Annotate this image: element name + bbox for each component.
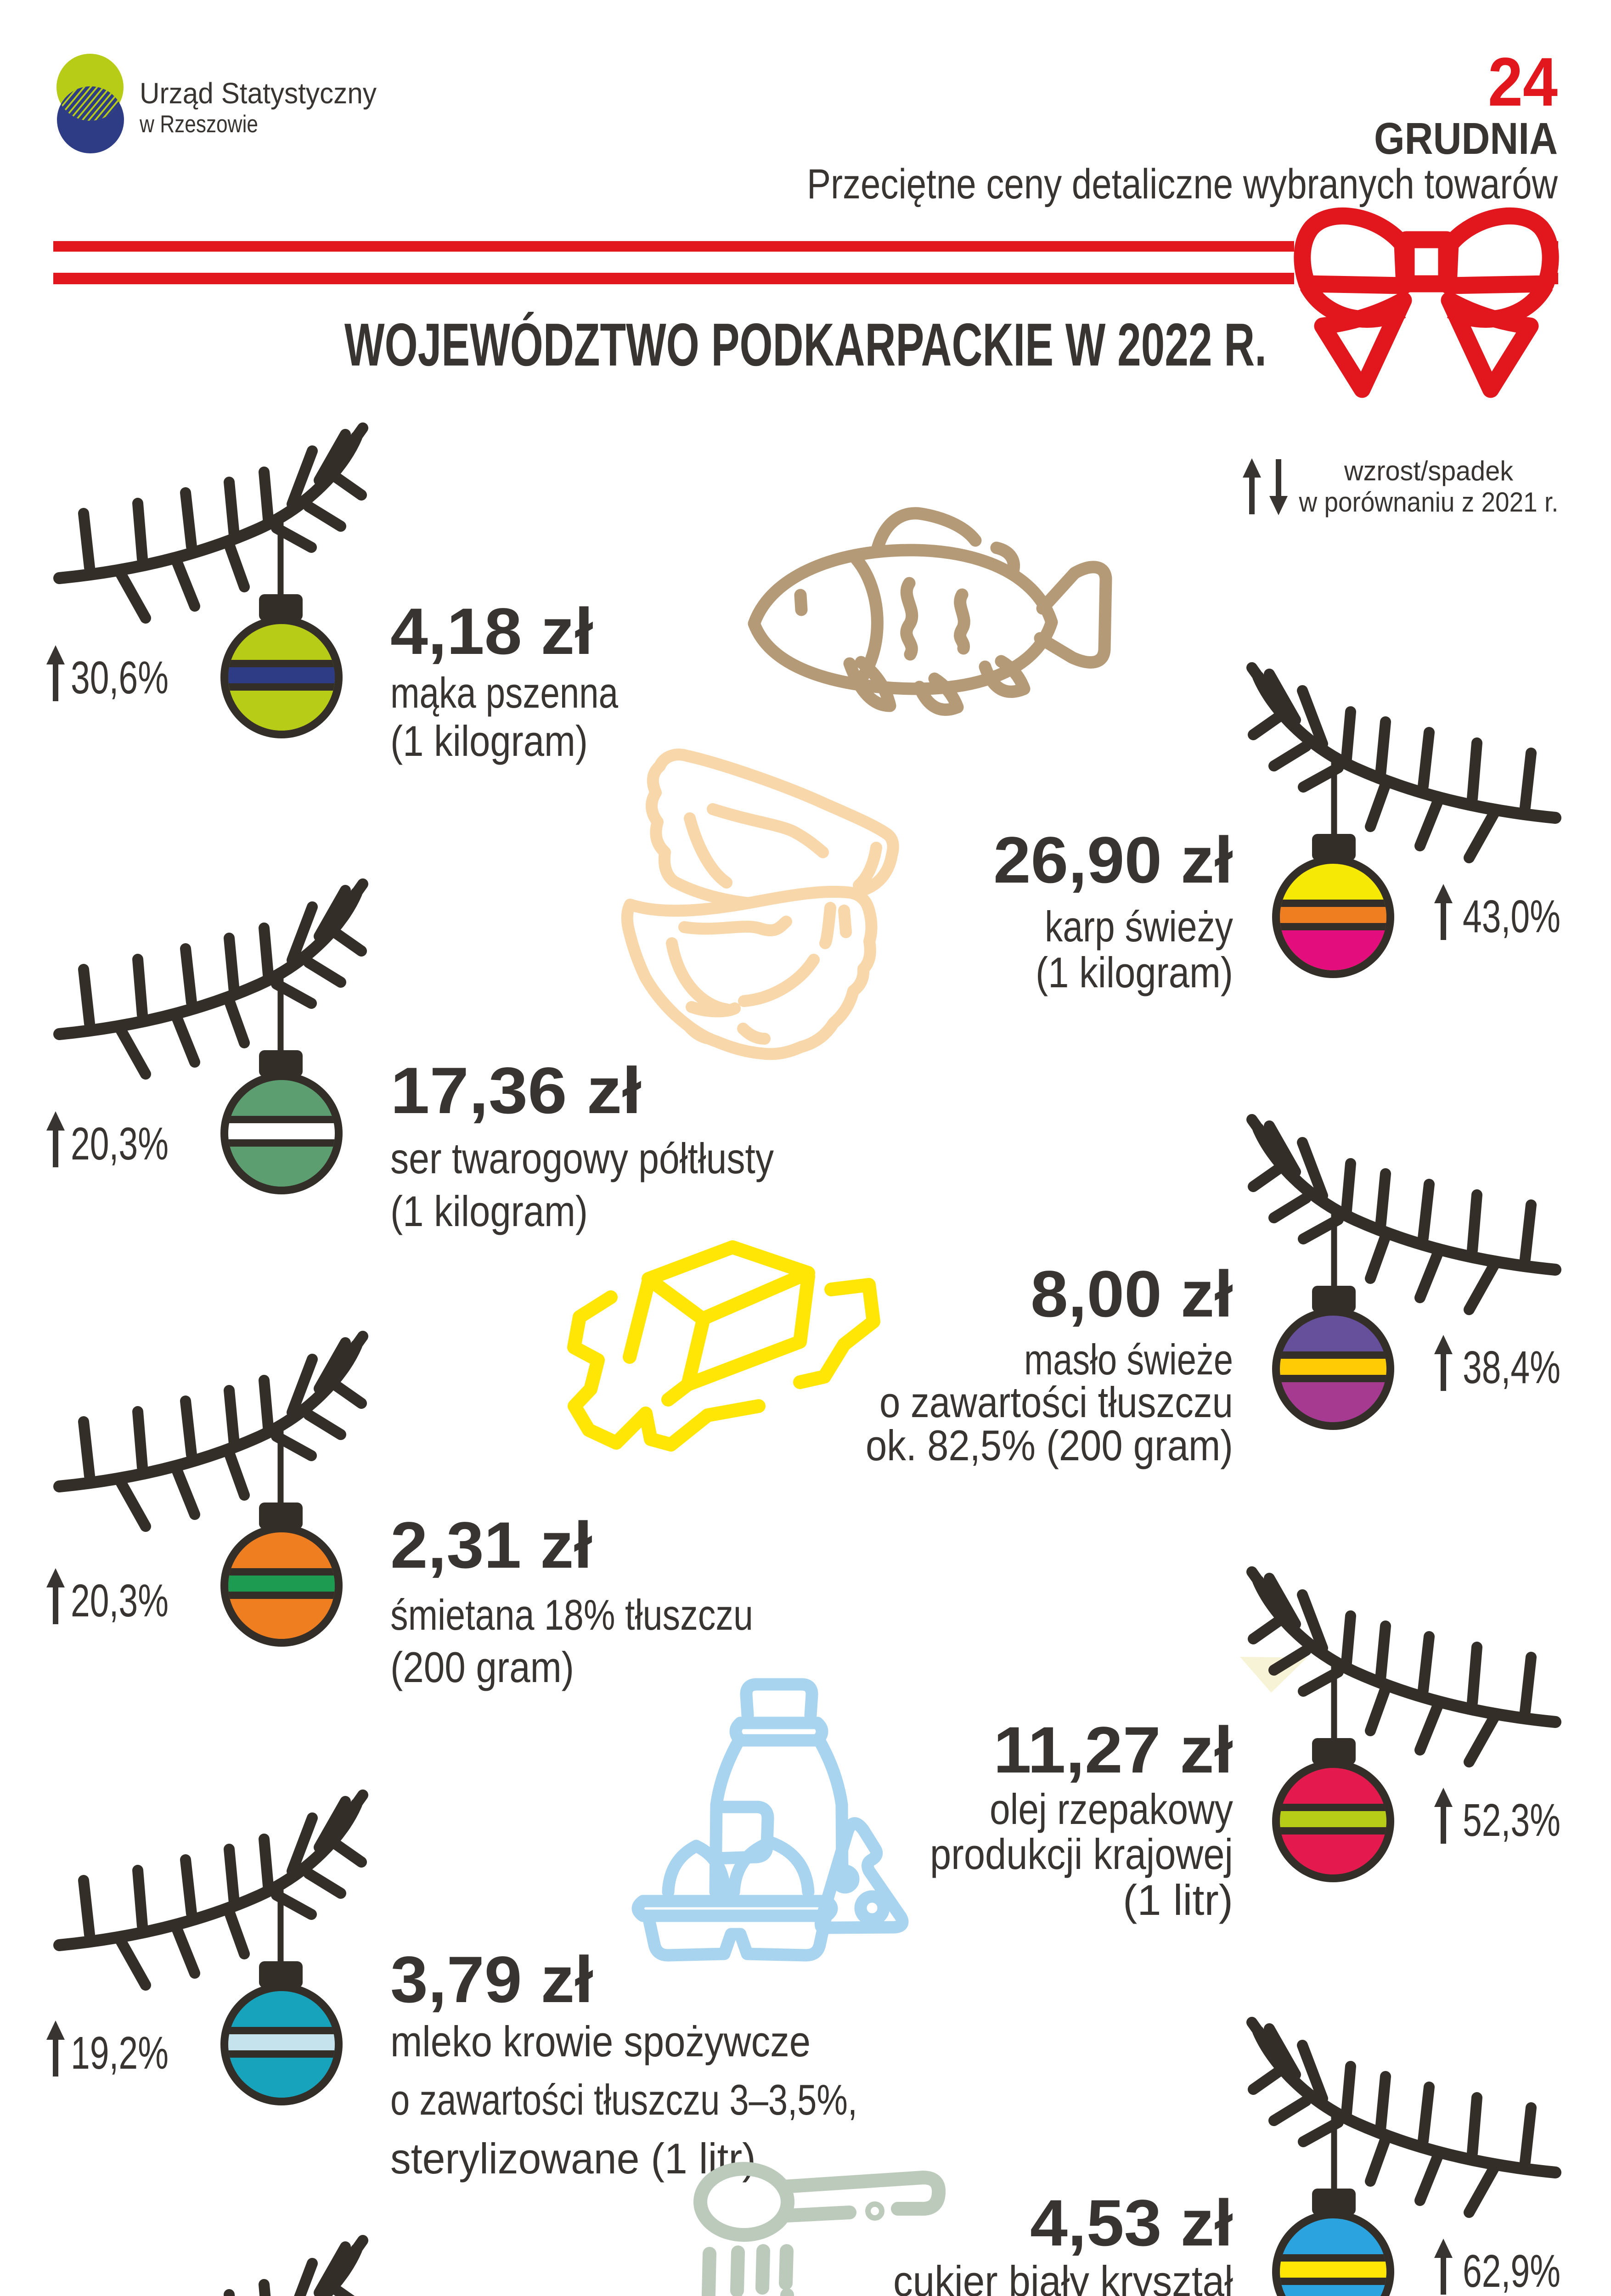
- svg-text:mleko krowie spożywcze: mleko krowie spożywcze: [390, 2017, 811, 2065]
- svg-text:(200 gram): (200 gram): [390, 1643, 574, 1691]
- svg-text:ok. 82,5% (200 gram): ok. 82,5% (200 gram): [866, 1421, 1233, 1469]
- svg-text:w porównaniu z 2021 r.: w porównaniu z 2021 r.: [1299, 487, 1559, 518]
- svg-text:38,4%: 38,4%: [1463, 1342, 1560, 1393]
- svg-text:19,2%: 19,2%: [71, 2027, 169, 2079]
- svg-text:11,27 zł: 11,27 zł: [993, 1714, 1233, 1787]
- svg-text:wzrost/spadek: wzrost/spadek: [1344, 456, 1514, 486]
- svg-text:2,31 zł: 2,31 zł: [390, 1509, 592, 1582]
- svg-text:o zawartości tłuszczu 3–3,5%,: o zawartości tłuszczu 3–3,5%,: [390, 2076, 857, 2124]
- svg-text:26,90 zł: 26,90 zł: [993, 824, 1233, 897]
- svg-text:Urząd Statystyczny: Urząd Statystyczny: [140, 77, 377, 110]
- svg-text:ser twarogowy półtłusty: ser twarogowy półtłusty: [390, 1134, 774, 1182]
- svg-text:20,3%: 20,3%: [71, 1575, 169, 1626]
- svg-text:cukier biały kryształ: cukier biały kryształ: [893, 2257, 1233, 2296]
- svg-text:43,0%: 43,0%: [1463, 891, 1560, 942]
- svg-text:52,3%: 52,3%: [1463, 1795, 1560, 1846]
- svg-text:o zawartości tłuszczu: o zawartości tłuszczu: [879, 1378, 1233, 1426]
- svg-text:masło świeże: masło świeże: [1024, 1335, 1233, 1384]
- svg-text:30,6%: 30,6%: [71, 652, 169, 703]
- svg-text:karp świeży: karp świeży: [1045, 902, 1233, 951]
- svg-text:3,79 zł: 3,79 zł: [390, 1943, 593, 2016]
- svg-text:62,9%: 62,9%: [1463, 2245, 1560, 2296]
- svg-text:śmietana 18% tłuszczu: śmietana 18% tłuszczu: [390, 1591, 753, 1639]
- svg-text:17,36 zł: 17,36 zł: [390, 1054, 642, 1127]
- svg-text:(1 kilogram): (1 kilogram): [390, 1187, 588, 1235]
- svg-text:8,00 zł: 8,00 zł: [1031, 1258, 1233, 1331]
- svg-text:GRUDNIA: GRUDNIA: [1374, 113, 1558, 163]
- svg-text:(1 litr): (1 litr): [1123, 1876, 1233, 1924]
- svg-text:sterylizowane (1 litr): sterylizowane (1 litr): [390, 2134, 756, 2183]
- svg-text:24: 24: [1488, 43, 1558, 120]
- svg-text:olej rzepakowy: olej rzepakowy: [990, 1785, 1233, 1833]
- svg-text:4,53 zł: 4,53 zł: [1030, 2187, 1233, 2260]
- svg-text:20,3%: 20,3%: [71, 1118, 169, 1170]
- svg-text:w Rzeszowie: w Rzeszowie: [139, 111, 258, 138]
- svg-text:(1 kilogram): (1 kilogram): [390, 717, 588, 765]
- svg-text:WOJEWÓDZTWO PODKARPACKIE W 202: WOJEWÓDZTWO PODKARPACKIE W 2022 R.: [344, 311, 1267, 378]
- svg-text:produkcji krajowej: produkcji krajowej: [930, 1830, 1233, 1878]
- svg-text:Przeciętne ceny detaliczne wyb: Przeciętne ceny detaliczne wybranych tow…: [807, 161, 1558, 208]
- svg-text:4,18 zł: 4,18 zł: [390, 595, 593, 668]
- svg-text:mąka pszenna: mąka pszenna: [390, 669, 619, 717]
- svg-text:(1 kilogram): (1 kilogram): [1036, 948, 1233, 996]
